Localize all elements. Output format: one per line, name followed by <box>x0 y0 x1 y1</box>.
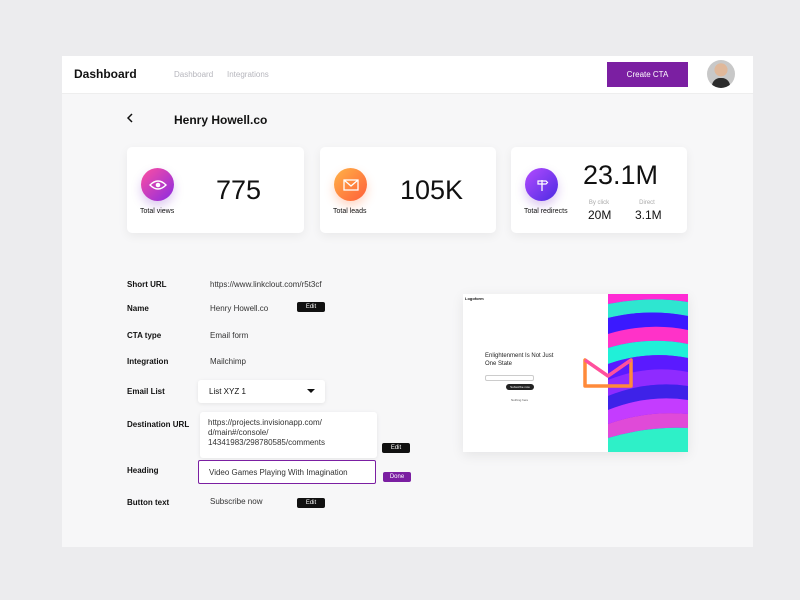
preview-small-text: Nothing here <box>511 398 529 402</box>
total-leads-value: 105K <box>400 175 464 205</box>
page-title: Henry Howell.co <box>174 113 268 127</box>
caret-down-icon <box>307 389 315 393</box>
eye-icon <box>141 168 174 201</box>
done-heading-button[interactable]: Done <box>383 472 411 482</box>
total-views-value: 775 <box>216 175 262 205</box>
name-value: Henry Howell.co <box>210 304 269 313</box>
integration-value: Mailchimp <box>210 357 247 366</box>
edit-name-button[interactable]: Edit <box>297 302 325 312</box>
by-click-stat: By click 20M <box>588 200 612 222</box>
preview-heading: Enlightenment Is Not Just One State <box>485 353 554 367</box>
cta-type-label: CTA type <box>127 331 162 340</box>
heading-input[interactable]: Video Games Playing With Imagination <box>198 460 376 484</box>
total-leads-label: Total leads <box>333 208 367 215</box>
total-redirects-value: 23.1M <box>583 160 659 190</box>
create-cta-button[interactable]: Create CTA <box>607 62 688 87</box>
destination-url-field[interactable]: https://projects.invisionapp.com/ d/main… <box>200 412 377 458</box>
email-list-selected: List XYZ 1 <box>209 387 246 396</box>
user-avatar[interactable] <box>707 60 735 88</box>
short-url-label: Short URL <box>127 280 167 289</box>
heading-label: Heading <box>127 466 159 475</box>
cta-type-value: Email form <box>210 331 249 340</box>
button-text-label: Button text <box>127 498 170 507</box>
short-url-value[interactable]: https://www.linkclout.com/r5t3cf <box>210 280 322 289</box>
preview-subscribe-button: Subscribe now <box>506 384 534 390</box>
preview-envelope-icon <box>583 358 633 388</box>
direct-stat: Direct 3.1M <box>635 200 662 222</box>
button-text-value: Subscribe now <box>210 497 263 506</box>
edit-button-text-button[interactable]: Edit <box>297 498 325 508</box>
stat-card-leads: Total leads 105K <box>320 147 496 233</box>
email-list-label: Email List <box>127 387 165 396</box>
by-click-value: 20M <box>588 208 612 222</box>
by-click-label: By click <box>588 200 610 206</box>
back-icon[interactable] <box>126 112 134 126</box>
cta-preview: Logoform Enlightenment Is Not Just One S… <box>463 294 688 452</box>
total-views-label: Total views <box>140 208 175 215</box>
app-title: Dashboard <box>74 67 137 81</box>
direct-value: 3.1M <box>635 208 662 222</box>
nav-dashboard[interactable]: Dashboard <box>174 70 214 79</box>
edit-destination-button[interactable]: Edit <box>382 443 410 453</box>
envelope-icon <box>334 168 367 201</box>
direct-label: Direct <box>639 200 655 206</box>
preview-logo: Logoform <box>465 296 484 301</box>
signpost-icon <box>525 168 558 201</box>
nav-integrations[interactable]: Integrations <box>227 70 269 79</box>
app-window: Dashboard Dashboard Integrations Create … <box>62 56 753 547</box>
preview-email-input <box>485 375 534 381</box>
top-bar: Dashboard Dashboard Integrations Create … <box>62 56 753 94</box>
stat-card-redirects: Total redirects 23.1M By click 20M Direc… <box>511 147 687 233</box>
total-redirects-label: Total redirects <box>524 208 568 215</box>
name-label: Name <box>127 304 149 313</box>
destination-url-label: Destination URL <box>127 420 190 429</box>
stat-card-views: Total views 775 <box>127 147 304 233</box>
integration-label: Integration <box>127 357 169 366</box>
email-list-select[interactable]: List XYZ 1 <box>198 380 325 403</box>
